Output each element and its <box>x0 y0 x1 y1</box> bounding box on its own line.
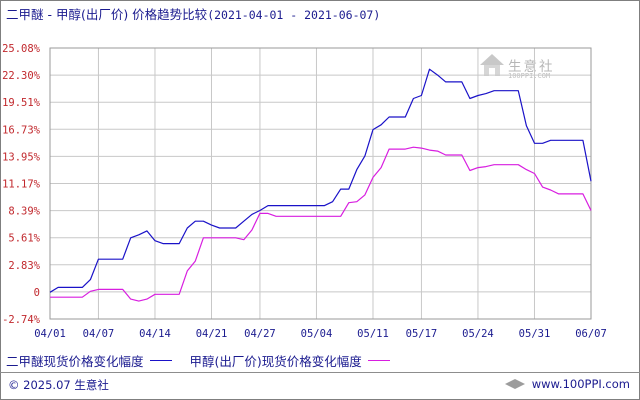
y-tick-label: -2.74% <box>2 314 41 326</box>
watermark-logo: 生意社 100PPI.COM <box>478 52 553 82</box>
y-tick-label: 25.08% <box>2 43 41 55</box>
legend-label-series1: 二甲醚现货价格变化幅度 <box>6 354 144 369</box>
y-tick-label: 5.61% <box>8 233 40 245</box>
copyright-text: © 2025.07 生意社 <box>8 378 109 392</box>
watermark-url: 100PPI.COM <box>508 72 551 80</box>
chart-title: 二甲醚 - 甲醇(出厂价) 价格趋势比较(2021-04-01 - 2021-0… <box>6 4 380 23</box>
x-tick-label: 04/27 <box>244 328 276 340</box>
x-tick-label: 04/01 <box>34 328 66 340</box>
plot-area-border <box>49 47 592 320</box>
watermark-brand: 生意社 <box>508 59 555 75</box>
series-lines <box>49 68 592 302</box>
x-tick-label: 05/24 <box>462 328 494 340</box>
line-chart: 25.08% 22.30% 19.51% 16.73% 13.95% 11.17% 8.39… <box>2 43 607 340</box>
grid <box>49 47 592 320</box>
y-tick-label: 8.39% <box>8 206 40 218</box>
x-tick-label: 05/17 <box>406 328 438 340</box>
legend-swatch-series1 <box>149 360 172 361</box>
x-tick-label: 05/31 <box>519 328 551 340</box>
series-line-2 <box>50 146 592 302</box>
y-axis-ticks: 25.08% 22.30% 19.51% 16.73% 13.95% 11.17% 8.39… <box>2 43 41 326</box>
footer-divider <box>0 372 640 373</box>
x-axis-ticks: 04/01 04/07 04/14 04/21 04/27 05/04 05/11 05/17… <box>34 328 607 340</box>
legend-swatch-series2 <box>367 360 390 361</box>
x-tick-label: 05/11 <box>357 328 389 340</box>
site-url: www.100PPI.com <box>531 377 630 391</box>
site-link[interactable]: www.100PPI.com <box>504 377 630 391</box>
legend: 二甲醚现货价格变化幅度 甲醇(出厂价)现货价格变化幅度 <box>6 351 408 370</box>
house-icon <box>480 54 504 76</box>
site-logo-icon <box>504 379 525 389</box>
y-tick-label: 2.83% <box>8 260 40 272</box>
y-tick-label: 16.73% <box>2 124 41 136</box>
x-tick-label: 06/07 <box>575 328 607 340</box>
x-tick-label: 04/07 <box>83 328 115 340</box>
y-tick-label: 0 <box>34 287 40 299</box>
y-tick-label: 13.95% <box>2 151 41 163</box>
x-tick-label: 05/04 <box>301 328 333 340</box>
chart-title-text: 二甲醚 - 甲醇(出厂价) 价格趋势比较 <box>6 7 208 22</box>
plot-border <box>49 47 592 320</box>
x-tick-label: 04/21 <box>196 328 228 340</box>
chart-date-range: (2021-04-01 - 2021-06-07) <box>207 8 381 22</box>
y-tick-label: 22.30% <box>2 70 41 82</box>
series-line-1 <box>49 68 592 293</box>
legend-label-series2: 甲醇(出厂价)现货价格变化幅度 <box>189 354 362 369</box>
y-tick-label: 19.51% <box>2 97 41 109</box>
footer: © 2025.07 生意社 www.100PPI.com <box>0 372 640 398</box>
x-tick-label: 04/14 <box>139 328 171 340</box>
y-tick-label: 11.17% <box>2 179 41 191</box>
